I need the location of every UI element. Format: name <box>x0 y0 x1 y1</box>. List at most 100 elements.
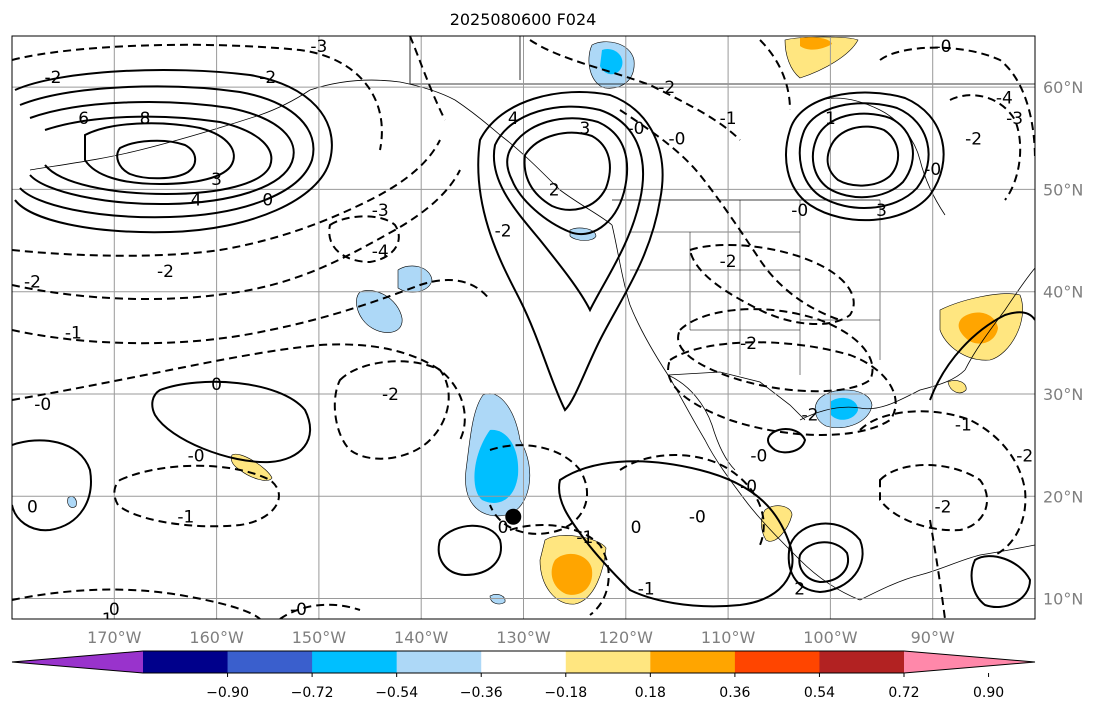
contour-label: -2 <box>44 68 61 88</box>
contour-negative <box>489 444 589 535</box>
contour-label: -2 <box>658 78 675 98</box>
contour-label: -0 <box>34 395 51 415</box>
shade-orange <box>551 553 593 595</box>
latitude-label: 30°N <box>1043 385 1083 404</box>
contour-label: 3 <box>876 201 887 221</box>
colorbar-segment <box>481 651 567 673</box>
contour-label: 8 <box>140 109 151 129</box>
coastline-baja <box>667 374 736 471</box>
contour-label: -3 <box>372 201 389 221</box>
border-us-mexico <box>667 371 806 421</box>
shade-blue-light <box>397 265 433 293</box>
coastlines-and-borders <box>29 36 1035 601</box>
contour-positive <box>787 522 864 594</box>
shade-orange <box>958 312 998 344</box>
colorbar-tick-label: 0.72 <box>888 685 919 701</box>
contour-label: 4 <box>508 109 519 129</box>
contour-label: -1 <box>638 579 655 599</box>
latitude-label: 60°N <box>1043 78 1083 97</box>
contour-label: -0 <box>791 201 808 221</box>
colorbar-segment <box>227 651 313 673</box>
contour-positive <box>798 541 850 584</box>
contour-label: -1 <box>96 610 113 630</box>
shade-blue-light <box>67 496 77 508</box>
contour-negative <box>759 39 791 111</box>
contour-label: -1 <box>576 528 593 548</box>
contour-positive <box>116 139 197 180</box>
contour-label: -2 <box>157 262 174 282</box>
contour-lines-dashed <box>12 36 1035 619</box>
shade-blue <box>600 48 623 75</box>
contour-positive <box>811 112 914 199</box>
longitude-label: 140°W <box>394 628 449 647</box>
latitude-labels: 10°N 20°N 30°N 40°N 50°N 60°N <box>1043 78 1083 608</box>
contour-label: -0 <box>750 446 767 466</box>
contour-label: -2 <box>24 272 41 292</box>
longitude-label: 130°W <box>496 628 551 647</box>
colorbar-extend-low <box>12 651 143 673</box>
contour-negative <box>333 360 450 460</box>
colorbar-tick-labels: −0.90 −0.72 −0.54 −0.36 −0.18 0.18 0.36 0.54 0.7… <box>206 673 1004 701</box>
colorbar-tick-label: 0.54 <box>804 685 835 701</box>
contour-positive <box>798 102 930 209</box>
contour-negative <box>409 36 446 121</box>
contour-positive <box>826 125 900 187</box>
contour-negative <box>949 94 1022 201</box>
colorbar-tick-label: −0.72 <box>291 685 334 701</box>
contour-label: -0 <box>188 446 205 466</box>
contour-negative <box>113 464 280 528</box>
colorbar-segment <box>396 651 482 673</box>
contour-negative <box>879 46 1035 161</box>
contour-lines <box>12 69 1035 608</box>
latitude-label: 40°N <box>1043 283 1083 302</box>
longitude-label: 110°W <box>701 628 756 647</box>
contour-label: -0 <box>740 477 757 497</box>
colorbar-tick-label: −0.54 <box>375 685 418 701</box>
contour-negative <box>12 588 261 619</box>
contour-positive <box>929 311 1035 401</box>
contour-negative <box>279 603 361 619</box>
colorbar-segment <box>650 651 736 673</box>
shade-blue <box>474 429 519 503</box>
contour-label: 2 <box>794 579 805 599</box>
contour-label: -0 <box>668 129 685 149</box>
longitude-label: 150°W <box>292 628 347 647</box>
contour-label: -2 <box>495 221 512 241</box>
contour-positive <box>84 122 235 186</box>
latitude-label: 50°N <box>1043 180 1083 199</box>
longitude-label: 100°W <box>803 628 858 647</box>
latitude-label: 20°N <box>1043 487 1083 506</box>
contour-label: -0 <box>628 119 645 139</box>
contour-label: -2 <box>382 385 399 405</box>
contour-negative <box>12 139 441 257</box>
longitude-label: 170°W <box>87 628 142 647</box>
shade-blue-light <box>356 290 403 333</box>
contour-label: -2 <box>1016 446 1033 466</box>
contour-positive <box>523 131 611 211</box>
contour-label: 3 <box>579 119 590 139</box>
coastline-alaska <box>309 79 613 226</box>
contour-label: 2 <box>549 180 560 200</box>
colorbar-tick-label: 0.36 <box>719 685 750 701</box>
contour-positive <box>19 85 315 219</box>
contour-positive <box>970 555 1032 608</box>
contour-negative <box>12 343 466 441</box>
contour-positive <box>492 105 645 313</box>
contour-label: -2 <box>934 497 951 517</box>
map-title: 2025080600 F024 <box>450 10 597 29</box>
contour-label: 0 <box>498 518 509 538</box>
contour-negative <box>328 215 400 264</box>
contour-positive <box>437 524 502 577</box>
contour-label: -3 <box>1006 109 1023 129</box>
contour-label: -2 <box>801 405 818 425</box>
contour-label: -3 <box>310 37 327 57</box>
colorbar-outline <box>11 650 1036 674</box>
contour-positive <box>44 115 273 196</box>
contour-label: -1 <box>720 109 737 129</box>
map-frame <box>11 35 1036 620</box>
contour-label: -2 <box>740 334 757 354</box>
colorbar-tick-label: 0.18 <box>635 685 666 701</box>
